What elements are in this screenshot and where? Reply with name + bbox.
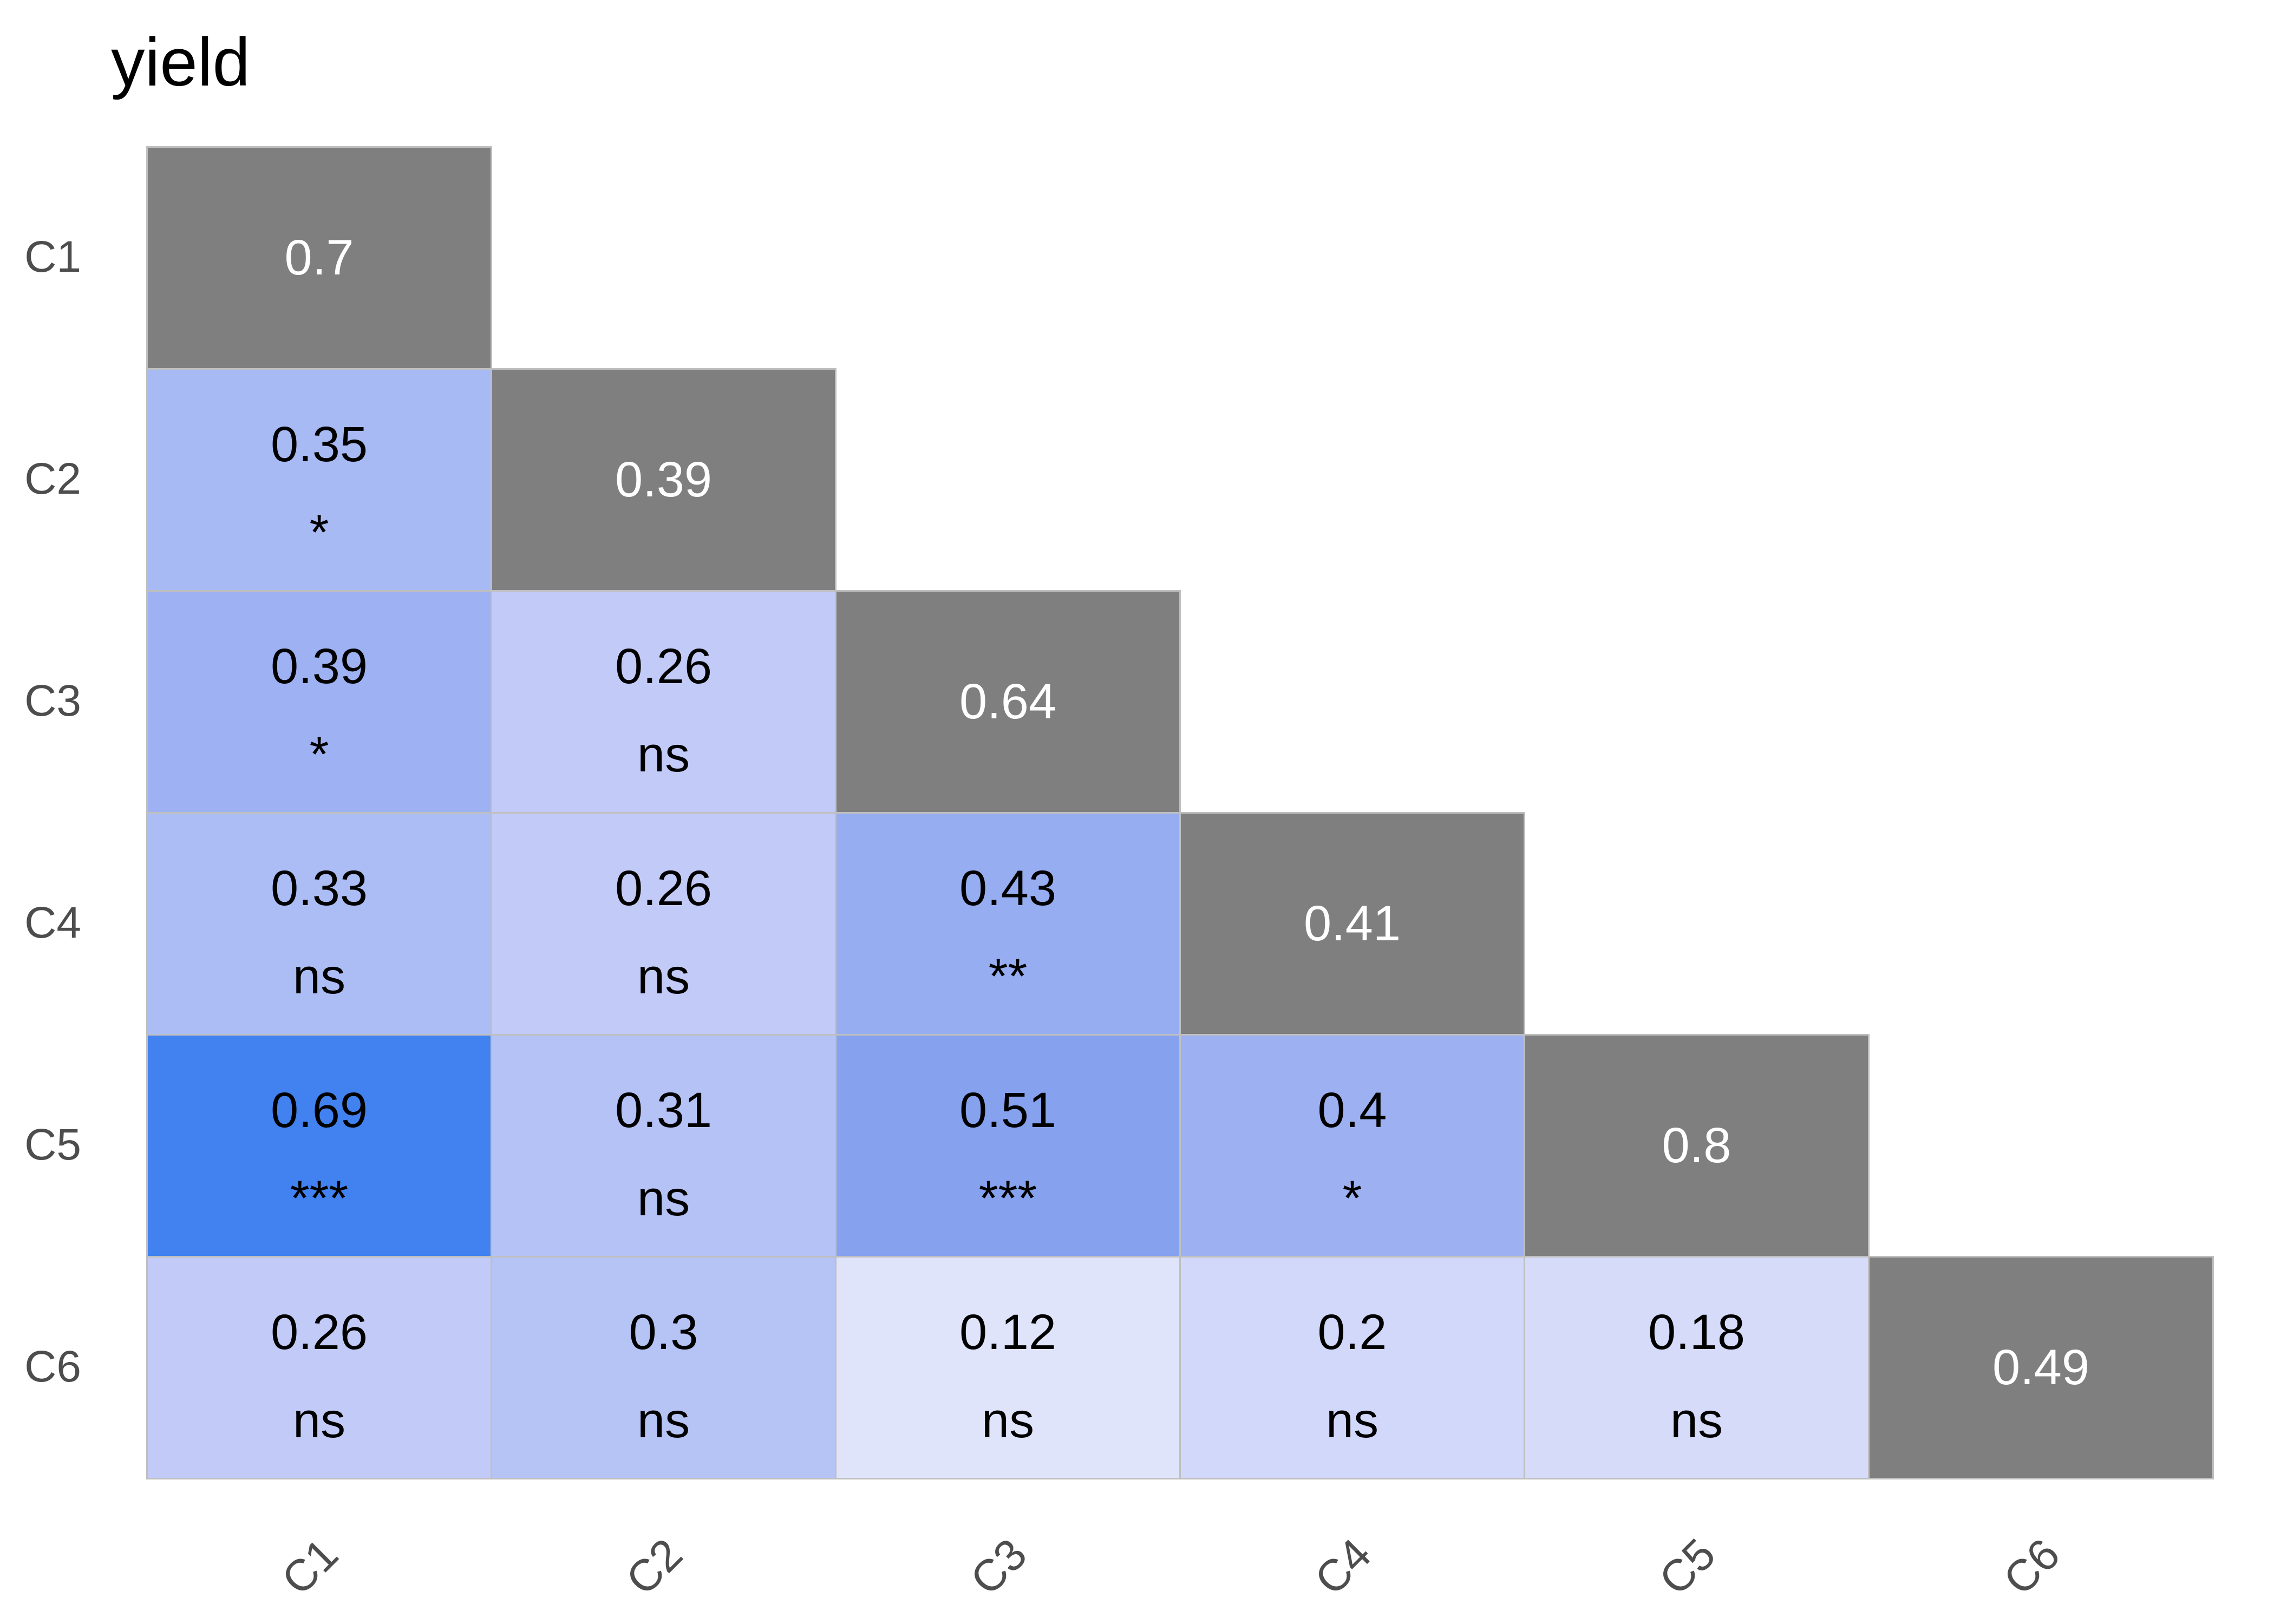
- diagonal-value: 0.7: [284, 230, 354, 285]
- x-axis-label-C5: C5: [1650, 1529, 1725, 1605]
- x-axis-label-C4: C4: [1305, 1529, 1381, 1605]
- correlation-value: 0.69: [270, 1082, 368, 1138]
- correlation-value: 0.12: [959, 1304, 1057, 1360]
- significance-label: *: [309, 505, 329, 560]
- correlation-value: 0.33: [270, 860, 368, 916]
- correlation-value: 0.3: [629, 1304, 698, 1360]
- correlation-matrix: 0.7 0.35 * 0.39 0.39 * 0.26 ns 0.64 0.33 ns 0.26 ns 0…: [146, 146, 2214, 1479]
- matrix-cell-C2-C1: 0.35 *: [146, 368, 492, 592]
- correlation-value: 0.26: [615, 860, 713, 916]
- matrix-cell-C5-C4: 0.4 *: [1179, 1034, 1525, 1258]
- matrix-cell-C5-C1: 0.69 ***: [146, 1034, 492, 1258]
- matrix-cell-C2-C2: 0.39: [491, 368, 837, 592]
- matrix-cell-C6-C2: 0.3 ns: [491, 1256, 837, 1479]
- y-axis-label-C6: C6: [24, 1342, 81, 1391]
- correlation-value: 0.43: [959, 860, 1057, 916]
- matrix-cell-C4-C3: 0.43 **: [835, 812, 1181, 1036]
- matrix-cell-C3-C3: 0.64: [835, 590, 1181, 814]
- significance-label: ***: [290, 1170, 349, 1226]
- diagonal-value: 0.41: [1303, 896, 1401, 951]
- correlation-value: 0.4: [1317, 1082, 1387, 1138]
- matrix-cell-C6-C6: 0.49: [1868, 1256, 2214, 1479]
- significance-label: ***: [978, 1170, 1037, 1226]
- x-axis-label-C1: C1: [272, 1529, 348, 1605]
- matrix-cell-C6-C5: 0.18 ns: [1524, 1256, 1870, 1479]
- diagonal-value: 0.8: [1662, 1118, 1731, 1173]
- correlation-value: 0.31: [615, 1082, 713, 1138]
- x-axis-label-C6: C6: [1994, 1529, 2069, 1605]
- matrix-cell-C3-C2: 0.26 ns: [491, 590, 837, 814]
- matrix-cell-C4-C2: 0.26 ns: [491, 812, 837, 1036]
- significance-label: ns: [292, 1392, 346, 1448]
- correlation-value: 0.2: [1317, 1304, 1387, 1360]
- matrix-cell-C5-C3: 0.51 ***: [835, 1034, 1181, 1258]
- significance-label: ns: [637, 1170, 690, 1226]
- y-axis-label-C3: C3: [24, 676, 81, 725]
- matrix-cell-C5-C5: 0.8: [1524, 1034, 1870, 1258]
- matrix-cell-C1-C1: 0.7: [146, 146, 492, 370]
- significance-label: ns: [1670, 1392, 1723, 1448]
- matrix-cell-C6-C3: 0.12 ns: [835, 1256, 1181, 1479]
- significance-label: ns: [637, 948, 690, 1004]
- matrix-cell-C6-C4: 0.2 ns: [1179, 1256, 1525, 1479]
- correlation-value: 0.26: [615, 638, 713, 694]
- y-axis-label-C4: C4: [24, 898, 81, 947]
- matrix-cell-C6-C1: 0.26 ns: [146, 1256, 492, 1479]
- significance-label: *: [1342, 1170, 1362, 1226]
- matrix-cell-C4-C4: 0.41: [1179, 812, 1525, 1036]
- correlation-value: 0.26: [270, 1304, 368, 1360]
- y-axis-label-C1: C1: [24, 232, 81, 281]
- significance-label: ns: [292, 948, 346, 1004]
- correlation-value: 0.35: [270, 416, 368, 472]
- correlation-value: 0.51: [959, 1082, 1057, 1138]
- x-axis-label-C2: C2: [617, 1529, 692, 1605]
- correlation-value: 0.18: [1648, 1304, 1746, 1360]
- chart-title: yield: [111, 25, 251, 100]
- matrix-cell-C4-C1: 0.33 ns: [146, 812, 492, 1036]
- matrix-cell-C3-C1: 0.39 *: [146, 590, 492, 814]
- y-axis-label-C5: C5: [24, 1120, 81, 1169]
- diagonal-value: 0.49: [1992, 1340, 2090, 1395]
- diagonal-value: 0.64: [959, 674, 1057, 729]
- correlation-value: 0.39: [270, 638, 368, 694]
- significance-label: **: [988, 948, 1028, 1004]
- y-axis-label-C2: C2: [24, 454, 81, 503]
- diagonal-value: 0.39: [615, 452, 713, 507]
- significance-label: ns: [1325, 1392, 1379, 1448]
- matrix-cell-C5-C2: 0.31 ns: [491, 1034, 837, 1258]
- significance-label: ns: [981, 1392, 1035, 1448]
- significance-label: ns: [637, 726, 690, 782]
- significance-label: ns: [637, 1392, 690, 1448]
- x-axis-label-C3: C3: [961, 1529, 1036, 1605]
- significance-label: *: [309, 726, 329, 782]
